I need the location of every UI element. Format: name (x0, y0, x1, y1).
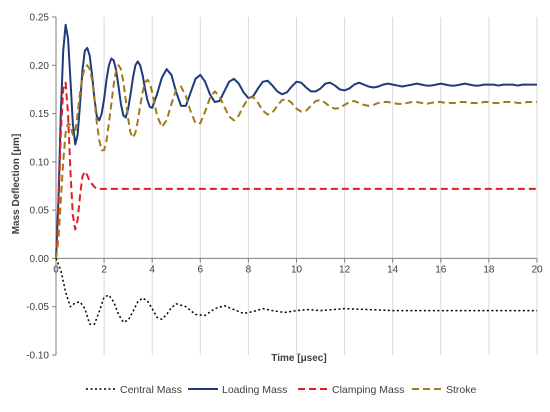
legend-label: Clamping Mass (332, 384, 404, 396)
tick-labels: -0.10 -0.05 0.00 0.05 0.10 0.15 0.20 0.25 0 2 4 6 8 1… (26, 13, 543, 362)
legend-item: Loading Mass (188, 384, 287, 396)
y-tick-label: 0.00 (30, 254, 50, 265)
legend-item: Stroke (412, 384, 477, 396)
x-tick-label: 12 (339, 264, 351, 275)
y-tick-label: 0.10 (30, 157, 50, 168)
x-tick-label: 2 (101, 264, 107, 275)
legend-label: Stroke (446, 384, 477, 396)
y-tick-label: 0.20 (30, 61, 50, 72)
series-line-clamping-mass (55, 81, 537, 259)
x-tick-label: 0 (53, 264, 59, 275)
legend-item: Clamping Mass (298, 384, 404, 396)
x-tick-label: 8 (246, 264, 252, 275)
legend-label: Loading Mass (222, 384, 287, 396)
x-tick-label: 16 (435, 264, 447, 275)
y-tick-label: -0.10 (26, 351, 49, 362)
x-tick-label: 4 (149, 264, 155, 275)
x-axis-label: Time [μsec] (271, 353, 326, 364)
series-line-loading-mass (55, 23, 537, 259)
y-tick-label: -0.05 (26, 302, 49, 313)
x-tick-label: 10 (291, 264, 303, 275)
axes (52, 16, 538, 356)
x-tick-label: 18 (483, 264, 495, 275)
legend-item: Central Mass (86, 384, 182, 396)
x-tick-label: 14 (387, 264, 399, 275)
y-tick-label: 0.25 (30, 13, 50, 24)
x-tick-label: 20 (531, 264, 543, 275)
legend-label: Central Mass (120, 384, 182, 396)
series-line-central-mass (55, 258, 537, 325)
y-axis-label: Mass Deflection [μm] (11, 134, 22, 235)
x-tick-label: 6 (198, 264, 204, 275)
series-line-stroke (55, 64, 537, 259)
y-tick-label: 0.05 (30, 206, 50, 217)
legend: Central Mass Loading Mass Clamping Mass Str… (86, 384, 477, 396)
series-lines (55, 23, 537, 325)
grid (103, 17, 538, 355)
y-tick-label: 0.15 (30, 109, 50, 120)
